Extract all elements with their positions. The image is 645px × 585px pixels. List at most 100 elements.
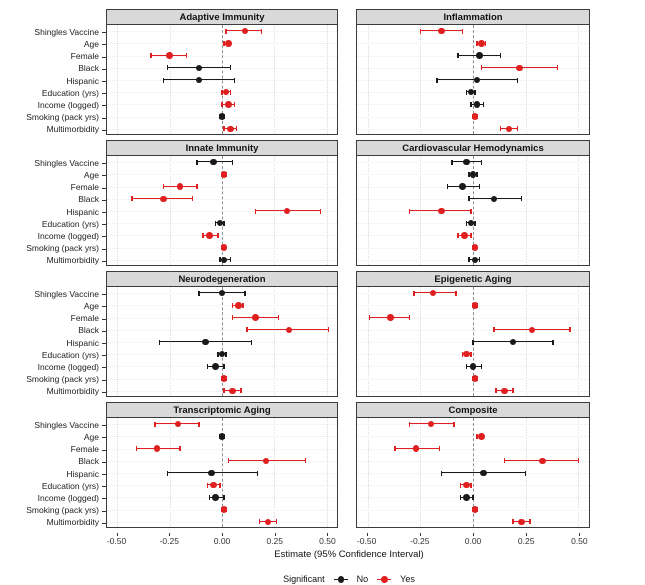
ci-cap bbox=[202, 232, 204, 238]
y-axis-label-education-yrs: Education (yrs) bbox=[41, 349, 99, 360]
y-axis-tick bbox=[102, 306, 106, 308]
x-tick-label: -0.50 bbox=[356, 536, 377, 546]
panel-plot-area bbox=[106, 287, 338, 397]
estimate-dot-black bbox=[262, 457, 270, 465]
ci-cap bbox=[196, 159, 198, 165]
estimate-dot-shingles-vaccine bbox=[429, 289, 437, 297]
y-axis-label-female: Female bbox=[70, 182, 99, 193]
gridline-vertical bbox=[367, 287, 369, 396]
y-axis-label-shingles-vaccine: Shingles Vaccine bbox=[34, 288, 99, 299]
y-axis-label-smoking-pack-yrs: Smoking (pack yrs) bbox=[26, 505, 99, 516]
zero-reference-line bbox=[473, 156, 474, 265]
ci-cap bbox=[480, 65, 483, 71]
y-axis-tick bbox=[102, 32, 106, 34]
ci-cap bbox=[468, 171, 470, 177]
ci-cap bbox=[470, 351, 472, 357]
gridline-vertical bbox=[367, 25, 369, 134]
facet-panel-composite: Composite bbox=[356, 402, 590, 529]
ci-cap bbox=[476, 40, 478, 46]
ci-cap bbox=[524, 470, 527, 476]
y-axis-label-education-yrs: Education (yrs) bbox=[41, 87, 99, 98]
estimate-dot-education-yrs bbox=[467, 219, 475, 227]
y-axis-tick bbox=[102, 93, 106, 95]
estimate-dot-shingles-vaccine bbox=[218, 289, 226, 297]
y-axis-label-multimorbidity: Multimorbidity bbox=[46, 517, 99, 528]
ci-cap bbox=[198, 290, 200, 296]
panel-plot-area bbox=[356, 287, 590, 397]
ci-cap bbox=[457, 53, 459, 59]
gridline-vertical bbox=[367, 156, 369, 265]
ci-cap bbox=[465, 89, 468, 95]
estimate-dot-black bbox=[195, 64, 203, 72]
x-axis-ticks: -0.50 -0.25 0.00 0.25 0.50 bbox=[356, 533, 590, 547]
panel-gap bbox=[338, 402, 356, 529]
estimate-dot-smoking-pack-yrs bbox=[218, 113, 226, 120]
y-axis-tick bbox=[102, 461, 106, 463]
y-axis-label-multimorbidity: Multimorbidity bbox=[46, 386, 99, 397]
x-tick-label: -0.25 bbox=[159, 536, 179, 546]
ci-cap bbox=[480, 363, 483, 369]
ci-cap bbox=[476, 433, 478, 439]
ci-cap bbox=[166, 65, 169, 71]
ci-cap bbox=[154, 421, 156, 427]
ci-cap bbox=[476, 171, 478, 177]
estimate-dot-income-logged bbox=[212, 363, 219, 370]
gridline-vertical bbox=[117, 25, 119, 134]
estimate-dot-multimorbidity bbox=[518, 518, 525, 526]
x-axis-tick-mark bbox=[116, 533, 118, 536]
y-axis-tick bbox=[102, 199, 106, 201]
estimate-dot-hispanic bbox=[480, 469, 487, 477]
estimate-dot-age bbox=[220, 171, 228, 178]
ci-cap bbox=[470, 232, 472, 238]
estimate-dot-black bbox=[516, 64, 523, 72]
ci-cap bbox=[246, 327, 248, 333]
y-axis-labels: Shingles Vaccine Age Female Black Hispanic Ed… bbox=[0, 402, 106, 529]
facet-panel-cardiovascular-hemodynamics: Cardiovascular Hemodynamics bbox=[356, 140, 590, 267]
y-axis-label-shingles-vaccine: Shingles Vaccine bbox=[34, 157, 99, 168]
ci-cap bbox=[577, 458, 580, 464]
gridline-vertical bbox=[274, 418, 276, 527]
estimate-dot-multimorbidity bbox=[220, 256, 228, 264]
ci-cap bbox=[229, 65, 232, 71]
ci-cap bbox=[516, 126, 519, 132]
gridline-vertical bbox=[326, 25, 328, 134]
y-axis-label-smoking-pack-yrs: Smoking (pack yrs) bbox=[26, 243, 99, 254]
ci-cap bbox=[468, 196, 470, 202]
x-axis-tick-mark bbox=[579, 533, 581, 536]
ci-cap bbox=[223, 220, 225, 226]
ci-cap bbox=[484, 40, 487, 46]
y-axis-tick bbox=[102, 68, 106, 70]
estimate-dot-multimorbidity bbox=[505, 125, 513, 133]
x-tick-label: 0.00 bbox=[213, 536, 231, 546]
legend: Significant No Yes bbox=[106, 574, 592, 584]
panel-gap bbox=[338, 9, 356, 136]
estimate-dot-female bbox=[166, 52, 173, 59]
estimate-dot-education-yrs bbox=[218, 350, 226, 358]
ci-cap bbox=[135, 446, 138, 452]
ci-cap bbox=[529, 519, 531, 525]
legend-key-no-icon bbox=[333, 574, 348, 584]
gridline-vertical bbox=[117, 156, 119, 265]
ci-cap bbox=[250, 339, 253, 345]
ci-cap bbox=[158, 339, 161, 345]
ci-cap bbox=[408, 315, 411, 321]
estimate-dot-education-yrs bbox=[463, 481, 470, 489]
estimate-dot-age bbox=[218, 433, 226, 440]
gridline-vertical bbox=[420, 287, 422, 396]
ci-cap bbox=[231, 315, 234, 321]
y-axis-tick bbox=[102, 391, 106, 393]
legend-key-yes-icon bbox=[377, 574, 392, 584]
ci-cap bbox=[179, 446, 181, 452]
ci-cap bbox=[223, 494, 225, 500]
panel-gap bbox=[338, 271, 356, 398]
ci-cap bbox=[223, 126, 225, 132]
ci-cap bbox=[470, 482, 472, 488]
gridline-vertical bbox=[274, 25, 276, 134]
estimate-dot-multimorbidity bbox=[471, 256, 479, 264]
ci-cap bbox=[499, 126, 502, 132]
y-axis-tick bbox=[102, 498, 106, 500]
ci-cap bbox=[436, 77, 438, 83]
panel-plot-area bbox=[356, 418, 590, 528]
y-axis-tick bbox=[102, 105, 106, 107]
